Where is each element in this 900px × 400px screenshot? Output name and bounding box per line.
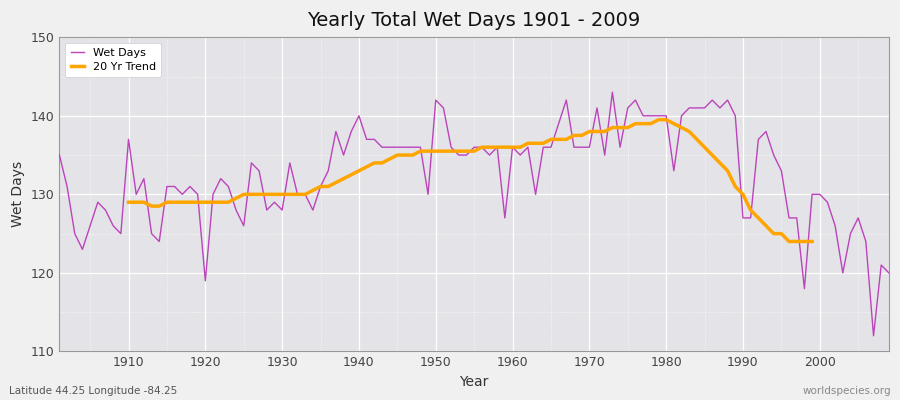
Wet Days	[507, 145, 517, 150]
20 Yr Trend	[215, 200, 226, 205]
20 Yr Trend	[715, 160, 725, 165]
Line: 20 Yr Trend: 20 Yr Trend	[129, 120, 812, 242]
Y-axis label: Wet Days: Wet Days	[11, 161, 25, 228]
20 Yr Trend	[791, 239, 802, 244]
Line: Wet Days: Wet Days	[59, 92, 889, 336]
20 Yr Trend	[123, 200, 134, 205]
Wet Days	[54, 153, 65, 158]
20 Yr Trend	[806, 239, 817, 244]
Wet Days	[115, 231, 126, 236]
20 Yr Trend	[699, 145, 710, 150]
Text: worldspecies.org: worldspecies.org	[803, 386, 891, 396]
20 Yr Trend	[653, 117, 664, 122]
Wet Days	[884, 270, 895, 275]
Wet Days	[607, 90, 617, 95]
Legend: Wet Days, 20 Yr Trend: Wet Days, 20 Yr Trend	[65, 43, 161, 78]
Wet Days	[868, 333, 879, 338]
Wet Days	[330, 129, 341, 134]
20 Yr Trend	[330, 180, 341, 185]
X-axis label: Year: Year	[460, 375, 489, 389]
Wet Days	[599, 153, 610, 158]
20 Yr Trend	[599, 129, 610, 134]
Text: Latitude 44.25 Longitude -84.25: Latitude 44.25 Longitude -84.25	[9, 386, 177, 396]
Title: Yearly Total Wet Days 1901 - 2009: Yearly Total Wet Days 1901 - 2009	[308, 11, 641, 30]
20 Yr Trend	[784, 239, 795, 244]
Wet Days	[500, 216, 510, 220]
Wet Days	[284, 160, 295, 165]
